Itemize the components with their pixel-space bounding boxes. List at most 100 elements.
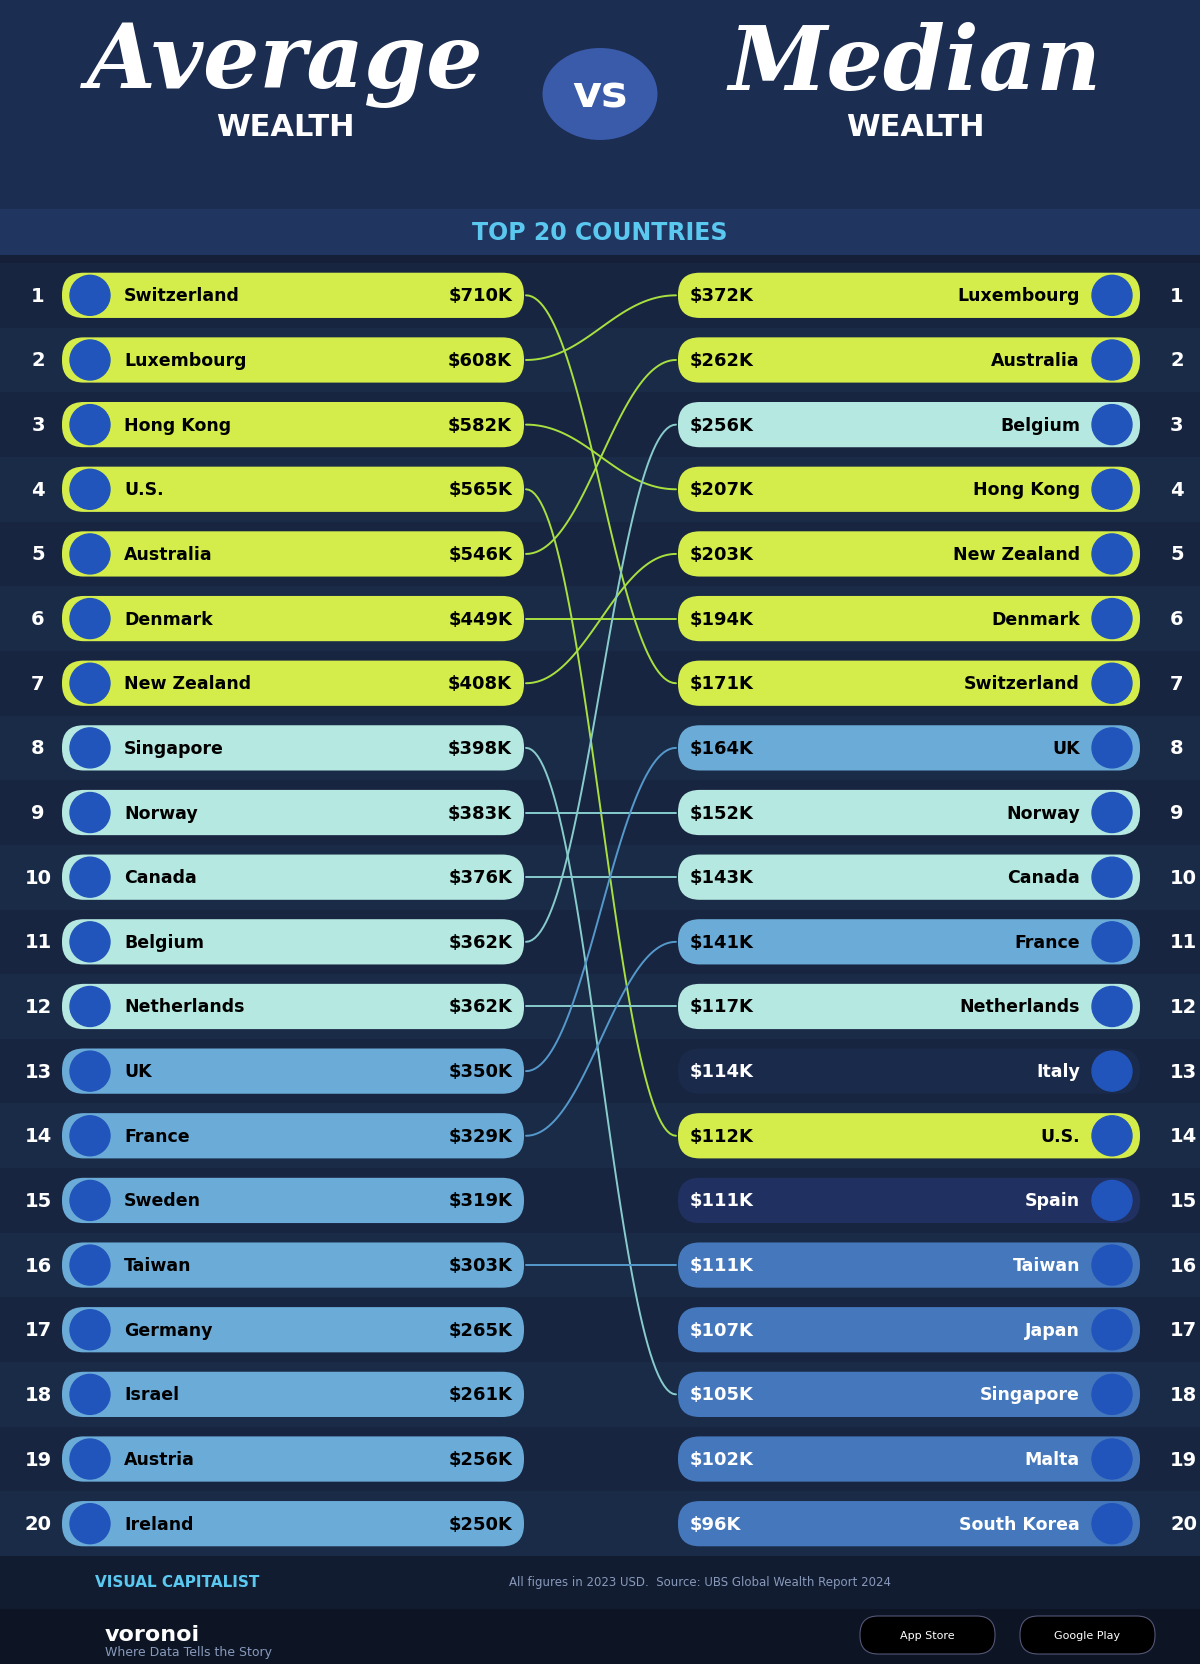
Text: $96K: $96K (690, 1514, 742, 1533)
Circle shape (1092, 729, 1132, 769)
Circle shape (1092, 469, 1132, 509)
Text: $114K: $114K (690, 1063, 754, 1080)
Circle shape (1092, 987, 1132, 1027)
FancyBboxPatch shape (678, 790, 1140, 835)
FancyBboxPatch shape (678, 597, 1140, 642)
Bar (0, 1040, 1200, 1103)
Bar (0, 652, 1200, 716)
Bar (0, 910, 1200, 975)
FancyBboxPatch shape (678, 1501, 1140, 1546)
FancyBboxPatch shape (62, 532, 524, 577)
FancyBboxPatch shape (678, 920, 1140, 965)
Text: $398K: $398K (448, 739, 512, 757)
Text: Google Play: Google Play (1054, 1631, 1120, 1641)
FancyBboxPatch shape (678, 985, 1140, 1030)
Text: Spain: Spain (1025, 1191, 1080, 1210)
Text: voronoi: voronoi (106, 1624, 200, 1644)
Bar (0, 458, 1200, 522)
Text: Hong Kong: Hong Kong (973, 481, 1080, 499)
Circle shape (70, 922, 110, 962)
Text: Canada: Canada (124, 869, 197, 887)
Text: Netherlands: Netherlands (124, 998, 245, 1015)
Circle shape (70, 857, 110, 897)
Text: $112K: $112K (690, 1127, 754, 1145)
Text: 4: 4 (31, 481, 44, 499)
Text: 11: 11 (24, 934, 52, 952)
Text: $256K: $256K (448, 1449, 512, 1468)
Text: $152K: $152K (690, 804, 754, 822)
Circle shape (70, 276, 110, 316)
Bar (0, 1491, 1200, 1556)
Text: 5: 5 (1170, 546, 1183, 564)
FancyBboxPatch shape (62, 1308, 524, 1353)
Text: Netherlands: Netherlands (960, 998, 1080, 1015)
Text: $171K: $171K (690, 676, 754, 692)
Bar (0, 210, 1200, 256)
Circle shape (70, 469, 110, 509)
Circle shape (70, 987, 110, 1027)
Text: 17: 17 (24, 1321, 52, 1340)
Text: 19: 19 (24, 1449, 52, 1469)
FancyBboxPatch shape (62, 1371, 524, 1418)
Ellipse shape (542, 48, 658, 141)
Circle shape (70, 406, 110, 446)
Circle shape (1092, 341, 1132, 381)
Bar (0, 975, 1200, 1040)
Text: $117K: $117K (690, 998, 754, 1015)
Text: France: France (1014, 934, 1080, 952)
FancyBboxPatch shape (678, 1308, 1140, 1353)
Text: $582K: $582K (448, 416, 512, 434)
Text: 13: 13 (1170, 1062, 1198, 1082)
FancyBboxPatch shape (678, 273, 1140, 319)
Text: Median: Median (728, 22, 1102, 108)
Text: $303K: $303K (448, 1256, 512, 1275)
Text: 4: 4 (1170, 481, 1183, 499)
Circle shape (1092, 1504, 1132, 1544)
FancyBboxPatch shape (62, 1243, 524, 1288)
FancyBboxPatch shape (1020, 1616, 1154, 1654)
Text: New Zealand: New Zealand (124, 676, 251, 692)
Text: Italy: Italy (1036, 1063, 1080, 1080)
Circle shape (70, 1117, 110, 1156)
Text: Ireland: Ireland (124, 1514, 193, 1533)
Text: Sweden: Sweden (124, 1191, 202, 1210)
Text: All figures in 2023 USD.  Source: UBS Global Wealth Report 2024: All figures in 2023 USD. Source: UBS Glo… (509, 1576, 890, 1589)
Text: Singapore: Singapore (124, 739, 224, 757)
Circle shape (1092, 1052, 1132, 1092)
Text: 16: 16 (1170, 1256, 1198, 1275)
Circle shape (70, 729, 110, 769)
Text: Norway: Norway (124, 804, 198, 822)
Text: 9: 9 (1170, 804, 1183, 822)
Circle shape (1092, 1439, 1132, 1479)
Text: $141K: $141K (690, 934, 754, 952)
Text: WEALTH: WEALTH (846, 113, 984, 141)
FancyBboxPatch shape (62, 920, 524, 965)
Text: 20: 20 (24, 1514, 52, 1533)
Bar (0, 0, 1200, 210)
Text: vs: vs (572, 73, 628, 116)
Text: $207K: $207K (690, 481, 754, 499)
Text: 16: 16 (24, 1256, 52, 1275)
FancyBboxPatch shape (678, 1048, 1140, 1095)
Text: $362K: $362K (448, 998, 512, 1015)
Text: 6: 6 (31, 609, 44, 629)
FancyBboxPatch shape (62, 338, 524, 383)
Circle shape (1092, 1181, 1132, 1221)
Bar (0, 1426, 1200, 1491)
Circle shape (70, 664, 110, 704)
Circle shape (1092, 1374, 1132, 1414)
Circle shape (1092, 534, 1132, 574)
Text: 12: 12 (24, 997, 52, 1017)
Bar (0, 716, 1200, 780)
Text: $362K: $362K (448, 934, 512, 952)
Bar (0, 1233, 1200, 1298)
Text: 3: 3 (31, 416, 44, 434)
Text: Denmark: Denmark (124, 611, 212, 629)
Bar (0, 1168, 1200, 1233)
Circle shape (70, 1245, 110, 1285)
Text: $250K: $250K (448, 1514, 512, 1533)
Text: 15: 15 (1170, 1191, 1198, 1210)
FancyBboxPatch shape (62, 597, 524, 642)
Text: 14: 14 (24, 1127, 52, 1145)
Text: Australia: Australia (124, 546, 212, 564)
